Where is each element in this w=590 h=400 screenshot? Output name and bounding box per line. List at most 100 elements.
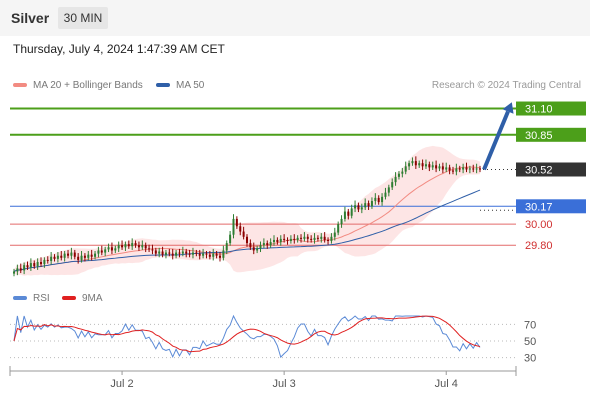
candle-body xyxy=(381,196,384,203)
x-tick-label-Jul 3: Jul 3 xyxy=(273,378,296,390)
candle-body xyxy=(333,232,336,237)
candle-body xyxy=(202,253,205,256)
candle-body xyxy=(43,259,46,265)
level-label-30.85-box xyxy=(516,127,586,142)
ma20-swatch xyxy=(13,83,27,88)
rsi-swatch xyxy=(13,296,27,301)
candle-body xyxy=(60,255,63,258)
candle-body xyxy=(235,218,238,227)
candle-body xyxy=(455,168,458,172)
candle-body xyxy=(148,248,151,250)
candle-body xyxy=(121,245,124,248)
candle-body xyxy=(100,250,103,253)
candle-body xyxy=(424,164,427,167)
legend-rsi-label: RSI xyxy=(33,293,50,304)
candle-body xyxy=(222,250,225,258)
candle-body xyxy=(191,252,194,255)
candle-body xyxy=(114,248,117,251)
candle-body xyxy=(26,265,29,268)
level-label-30.17: 30.17 xyxy=(525,201,553,213)
candle-body xyxy=(77,256,80,260)
candle-body xyxy=(411,161,414,164)
candle-body xyxy=(306,236,309,239)
level-label-30.00: 30.00 xyxy=(525,219,553,231)
candle-body xyxy=(33,263,36,267)
rsi-level-label-50: 50 xyxy=(524,336,536,348)
candle-body xyxy=(154,250,157,254)
legend-9ma: 9MA xyxy=(62,293,103,304)
candle-body xyxy=(94,253,97,257)
candle-body xyxy=(283,238,286,240)
candle-body xyxy=(252,247,255,251)
candle-body xyxy=(67,253,70,256)
last-price-label: 30.52 xyxy=(525,164,553,176)
candle-body xyxy=(347,211,350,216)
candle-body xyxy=(117,245,120,249)
candle-body xyxy=(414,161,417,166)
candle-body xyxy=(19,268,22,271)
candle-body xyxy=(218,255,221,258)
candle-body xyxy=(421,163,424,167)
candle-body xyxy=(195,252,198,254)
candle-body xyxy=(286,239,289,241)
ma50-line xyxy=(13,189,481,272)
candle-body xyxy=(340,218,343,225)
candle-body xyxy=(428,164,431,168)
candle-body xyxy=(134,243,137,246)
candle-body xyxy=(188,253,191,255)
timeframe-badge[interactable]: 30 MIN xyxy=(58,7,108,29)
rsi-line xyxy=(13,314,481,359)
candle-body xyxy=(242,231,245,237)
candle-body xyxy=(451,170,454,172)
candle-body xyxy=(171,253,174,256)
source-credit: Research © 2024 Trading Central xyxy=(431,80,581,91)
target-arrow-head xyxy=(502,102,514,114)
candle-body xyxy=(418,163,421,166)
candle-body xyxy=(441,166,444,170)
candle-body xyxy=(245,236,249,244)
candle-body xyxy=(181,251,184,254)
legend-ma50-label: MA 50 xyxy=(176,80,205,91)
candle-body xyxy=(327,239,330,241)
candle-body xyxy=(205,253,208,255)
candle-body xyxy=(141,245,144,248)
candle-body xyxy=(266,243,269,246)
candle-body xyxy=(175,252,178,256)
candle-body xyxy=(279,238,282,243)
candle-body xyxy=(330,236,333,241)
candle-body xyxy=(70,252,73,256)
candle-body xyxy=(384,192,387,197)
legend-rsi: RSI xyxy=(13,293,50,304)
candle-body xyxy=(394,176,397,183)
rsi-9ma-line xyxy=(13,315,481,353)
candle-body xyxy=(343,211,346,219)
candle-body xyxy=(158,251,161,254)
candle-body xyxy=(313,237,316,240)
candle-body xyxy=(465,167,468,170)
candle-body xyxy=(475,168,478,170)
candle-body xyxy=(249,243,252,248)
level-label-31.10-box xyxy=(516,101,586,116)
candle-body xyxy=(50,256,53,261)
candle-body xyxy=(137,245,140,248)
candle-body xyxy=(408,163,411,167)
candle-body xyxy=(354,205,357,209)
candle-body xyxy=(360,207,363,210)
candle-body xyxy=(445,167,448,170)
candle-body xyxy=(16,268,19,272)
candle-body xyxy=(73,252,76,257)
x-tick-label-Jul 4: Jul 4 xyxy=(435,378,458,390)
timestamp: Thursday, July 4, 2024 1:47:39 AM CET xyxy=(13,42,225,56)
rsi-level-label-70: 70 xyxy=(524,319,536,331)
candle-body xyxy=(391,182,394,188)
candle-body xyxy=(276,239,279,243)
candle-body xyxy=(320,236,323,239)
candle-body xyxy=(56,255,59,259)
candle-body xyxy=(401,171,404,174)
candle-body xyxy=(12,271,16,274)
candle-body xyxy=(29,263,32,268)
level-label-30.17-box xyxy=(516,199,586,214)
candle-body xyxy=(131,243,134,247)
rsi-level-label-30: 30 xyxy=(524,353,536,365)
